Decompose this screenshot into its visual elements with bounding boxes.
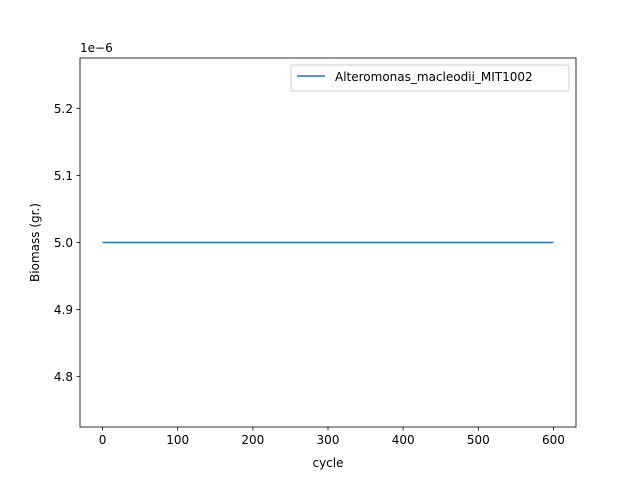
y-axis-label: Biomass (gr.) [28,203,42,282]
y-tick-label: 5.1 [54,169,73,183]
legend: Alteromonas_macleodii_MIT1002 [290,64,570,92]
axes-frame [79,57,577,428]
x-tick-label: 300 [317,433,340,447]
x-tick-label: 200 [241,433,264,447]
y-tick-label: 4.9 [54,303,73,317]
x-tick-label: 400 [392,433,415,447]
y-tick-label: 5.0 [54,236,73,250]
x-axis-label: cycle [312,456,343,470]
y-offset-label: 1e−6 [80,41,113,55]
y-tick-label: 5.2 [54,102,73,116]
legend-box [290,64,570,92]
x-tick-label: 500 [467,433,490,447]
x-tick-label: 100 [166,433,189,447]
y-tick-label: 4.8 [54,370,73,384]
legend-entry-label: Alteromonas_macleodii_MIT1002 [335,70,533,84]
x-tick-label: 0 [99,433,107,447]
x-tick-label: 600 [542,433,565,447]
x-axis-ticks: 0 100 200 300 400 500 600 [99,427,565,447]
y-axis-ticks: 4.8 4.9 5.0 5.1 5.2 [54,102,80,384]
